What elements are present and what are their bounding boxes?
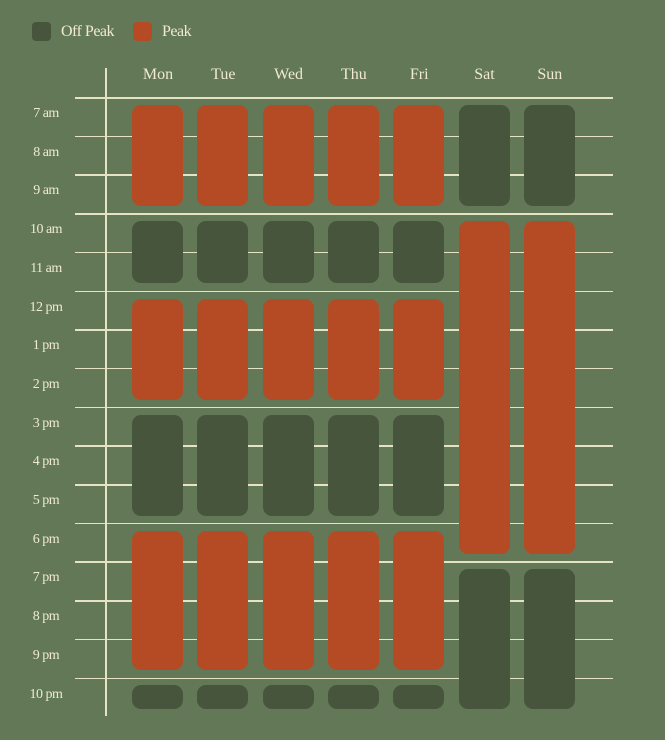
off-peak-block	[327, 684, 379, 709]
peak-block	[132, 105, 183, 207]
hour-label: 12 pm	[29, 299, 63, 315]
peak-block	[393, 530, 445, 671]
peak-block	[393, 298, 445, 400]
off-peak-block	[327, 221, 379, 284]
legend-peak: Peak	[133, 22, 192, 41]
hour-label: 8 am	[33, 144, 59, 160]
peak-block	[327, 298, 379, 400]
off-peak-block	[327, 414, 379, 516]
day-label: Wed	[274, 66, 304, 83]
peak-block	[262, 298, 314, 400]
grid-line	[75, 522, 613, 525]
peak-block	[327, 530, 379, 671]
peak-block	[523, 221, 575, 555]
hour-label: 7 am	[33, 106, 59, 121]
off-peak-block	[393, 221, 445, 284]
day-label: Sun	[537, 66, 563, 83]
day-label: Thu	[341, 66, 367, 83]
peak-block	[327, 105, 379, 207]
peak-block	[197, 530, 249, 671]
off-peak-block	[197, 414, 249, 516]
off-peak-block	[132, 414, 183, 516]
hour-label: 11 am	[30, 260, 62, 276]
legend-label: Peak	[162, 22, 192, 40]
hour-label: 10 pm	[29, 686, 63, 702]
off-peak-block	[262, 221, 314, 284]
day-label: Mon	[142, 66, 174, 83]
hour-label: 4 pm	[32, 454, 60, 470]
grid-line	[75, 290, 613, 292]
hour-label: 9 am	[33, 183, 59, 199]
peak-block	[132, 530, 183, 671]
off-peak-block	[262, 684, 314, 709]
hour-label: 6 pm	[32, 531, 60, 547]
off-peak-block	[523, 569, 575, 710]
day-label: Tue	[211, 66, 236, 83]
legend-label: Off Peak	[61, 22, 115, 40]
hour-label: 9 pm	[32, 647, 60, 663]
peak-block	[132, 298, 183, 400]
grid-line	[75, 97, 613, 99]
off-peak-block	[523, 105, 575, 207]
peak-block	[393, 105, 445, 207]
grid-line	[75, 677, 613, 679]
off-peak-swatch	[32, 22, 51, 41]
hour-label: 3 pm	[32, 415, 60, 431]
peak-block	[262, 530, 314, 671]
peak-block	[197, 298, 249, 400]
off-peak-block	[197, 684, 249, 709]
off-peak-block	[197, 221, 249, 284]
day-label: Fri	[409, 66, 429, 83]
hour-label: 5 pm	[32, 493, 60, 508]
legend-off-peak: Off Peak	[32, 22, 115, 41]
grid-line	[75, 213, 613, 215]
off-peak-block	[132, 221, 183, 284]
hour-label: 1 pm	[32, 338, 60, 354]
peak-swatch	[133, 22, 152, 41]
peak-block	[458, 221, 510, 555]
axis-line	[105, 68, 107, 716]
hour-label: 10 am	[29, 222, 63, 238]
grid-line	[75, 406, 613, 409]
hour-label: 7 pm	[32, 570, 60, 586]
off-peak-block	[132, 684, 183, 709]
peak-block	[197, 105, 249, 207]
hour-label: 8 pm	[32, 609, 60, 625]
peak-block	[262, 105, 314, 207]
off-peak-block	[458, 569, 510, 710]
off-peak-block	[393, 684, 445, 709]
hour-label: 2 pm	[32, 376, 60, 392]
off-peak-block	[393, 414, 445, 516]
day-label: Sat	[474, 66, 495, 83]
off-peak-block	[262, 414, 314, 516]
off-peak-block	[458, 105, 510, 207]
